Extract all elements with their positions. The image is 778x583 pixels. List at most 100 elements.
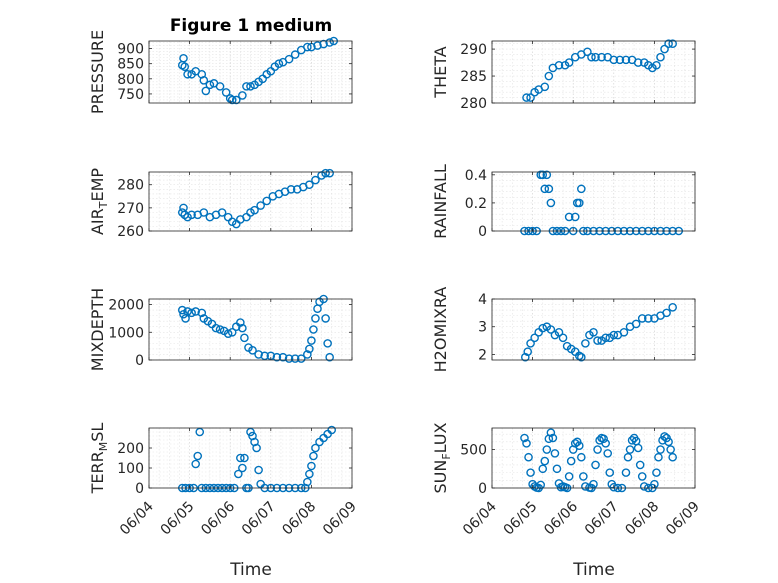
- data-point: [652, 468, 661, 477]
- data-point: [593, 445, 602, 454]
- data-point: [183, 307, 192, 316]
- y-tick-label: 0: [478, 481, 487, 497]
- data-point: [546, 198, 556, 208]
- x-tick-label: 06/08: [279, 499, 319, 539]
- data-point: [250, 205, 259, 215]
- data-point: [564, 212, 574, 222]
- data-point: [577, 184, 586, 194]
- y-axis-label: TERRMSL: [88, 423, 110, 495]
- data-point: [609, 482, 619, 492]
- x-tick-label: 06/04: [460, 499, 500, 539]
- y-tick-label: 750: [117, 87, 144, 103]
- y-tick-label: 285: [460, 69, 487, 85]
- x-ticks: [491, 41, 696, 103]
- data-point: [177, 305, 187, 315]
- data-point: [581, 339, 590, 348]
- y-axis-label: PRESSURE: [88, 30, 107, 114]
- data-point: [546, 325, 556, 334]
- data-point: [236, 453, 245, 463]
- axes-box: [148, 40, 353, 104]
- data-point: [548, 433, 558, 443]
- data-point: [577, 452, 586, 462]
- data-point: [191, 307, 200, 316]
- data-point: [656, 445, 665, 454]
- data-point: [274, 59, 284, 68]
- x-tick-label: 06/07: [239, 499, 279, 539]
- y-tick-label: 280: [117, 178, 144, 194]
- data-point: [246, 82, 255, 91]
- y-tick-label: 0.4: [465, 168, 487, 184]
- data-point: [240, 333, 249, 343]
- data-point: [303, 350, 312, 359]
- data-point: [633, 443, 643, 453]
- x-ticks: [491, 299, 696, 360]
- data-point: [238, 463, 247, 473]
- data-point: [211, 323, 221, 333]
- y-axis-label: H2OMIXRA: [431, 287, 450, 373]
- data-point: [325, 168, 334, 178]
- y-axis-label: SUNFLUX: [431, 422, 453, 493]
- data-point: [662, 308, 671, 318]
- y-tick-label: 100: [117, 461, 144, 477]
- data-point: [177, 208, 187, 217]
- data-point: [609, 55, 619, 65]
- data-point: [619, 327, 629, 337]
- data-point: [278, 352, 288, 362]
- subplot-8: 06/04 06/05 06/06 06/07 06/08 06/09 0 500 SUNFLU…: [431, 422, 703, 538]
- data-point: [609, 330, 619, 340]
- data-point: [522, 93, 531, 102]
- data-point: [523, 347, 533, 356]
- x-axis-label-right: Time: [572, 560, 615, 580]
- axes-box: [491, 171, 696, 232]
- data-point: [538, 464, 548, 474]
- data-point: [307, 336, 316, 345]
- data-point: [593, 336, 602, 345]
- y-ticks: [149, 447, 352, 489]
- subplot-3: 260 270 280 AIRTEMP: [88, 168, 353, 240]
- data-point: [227, 327, 237, 337]
- data-point: [311, 314, 320, 323]
- x-tick-label: 06/06: [541, 499, 581, 539]
- data-point: [242, 82, 251, 91]
- data-point: [327, 425, 337, 435]
- data-point: [252, 443, 261, 453]
- data-point: [526, 468, 535, 477]
- data-point: [621, 468, 631, 477]
- data-point: [668, 452, 677, 462]
- data-point: [522, 439, 531, 448]
- data-point: [305, 469, 314, 479]
- data-point: [574, 351, 584, 361]
- data-point: [615, 55, 625, 65]
- x-tick-label: 06/05: [501, 499, 541, 539]
- x-tick-label: 06/04: [117, 499, 157, 539]
- x-ticks: [148, 299, 353, 360]
- data-point: [305, 180, 314, 190]
- data-point: [323, 339, 332, 348]
- data-point: [633, 58, 643, 67]
- data-point: [652, 60, 661, 70]
- data-point: [254, 465, 263, 475]
- axes-box: [491, 298, 696, 361]
- y-tick-label: 2: [478, 347, 487, 363]
- data-point: [579, 472, 588, 481]
- data-point: [637, 472, 647, 481]
- data-point: [215, 82, 225, 91]
- data-series: [520, 303, 677, 362]
- x-tick-label: 06/06: [198, 499, 238, 539]
- data-point: [544, 71, 554, 81]
- data-point: [321, 314, 330, 323]
- data-point: [544, 184, 554, 194]
- data-point: [625, 445, 635, 454]
- data-point: [639, 482, 649, 491]
- data-point: [540, 82, 550, 92]
- data-point: [311, 443, 320, 453]
- data-point: [566, 456, 576, 466]
- subplot-4: 0 0.2 0.4 RAINFALL: [431, 164, 696, 240]
- data-point: [554, 327, 564, 337]
- data-point: [546, 428, 556, 437]
- data-point: [550, 449, 560, 458]
- y-ticks: [492, 298, 695, 355]
